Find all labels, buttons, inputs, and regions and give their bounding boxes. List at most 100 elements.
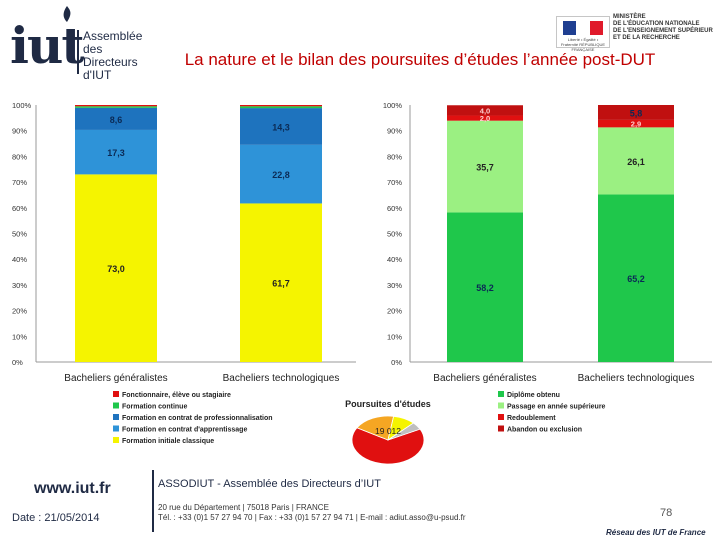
- chart0-legend-swatch: [113, 414, 119, 420]
- chart1-legend-label: Redoublement: [507, 415, 556, 422]
- chart1-bar-0-0: [447, 212, 523, 362]
- logo-line-3: d'IUT: [83, 68, 112, 82]
- chart1-bar-0-1: [447, 120, 523, 213]
- chart0-ytick: 90%: [12, 127, 27, 136]
- ministry-line-4: ET DE LA RECHERCHE: [613, 35, 680, 41]
- chart0-ytick: 10%: [12, 332, 27, 341]
- chart0-bar-1-0: [240, 203, 322, 362]
- chart1-ytick: 90%: [387, 127, 402, 136]
- chart0-ytick: 0%: [12, 358, 23, 367]
- chart1-legend-swatch: [498, 391, 504, 397]
- chart1-ytick: 60%: [387, 204, 402, 213]
- chart0-ytick: 100%: [12, 101, 32, 110]
- pie-title: Poursuites d'études: [345, 399, 431, 409]
- footer-date: Date : 21/05/2014: [12, 512, 100, 524]
- chart0-legend-label: Formation en contrat d'apprentissage: [122, 427, 247, 434]
- pie-total-label: 19 012: [375, 426, 401, 436]
- footer-address: 20 rue du Département | 75018 Paris | FR…: [158, 503, 466, 523]
- chart0-ytick: 30%: [12, 281, 27, 290]
- chart0-bar-1-3: [240, 106, 322, 109]
- ministry-line-2: DE L'ÉDUCATION NATIONALE: [613, 21, 700, 27]
- chart0-bar-0-0: [75, 174, 157, 362]
- footer-address-line-1: 20 rue du Département | 75018 Paris | FR…: [158, 503, 329, 512]
- ministry-line-1: MINISTÈRE: [613, 14, 646, 20]
- chart0-value-label: 8,6: [110, 115, 123, 125]
- chart1-value-label: 2,9: [631, 120, 641, 129]
- pie-slice-1: [356, 415, 395, 441]
- chart0-xtick: Bacheliers technologiques: [223, 373, 340, 384]
- chart1-xtick: Bacheliers technologiques: [578, 373, 695, 384]
- chart1-bar-0-3: [447, 105, 523, 116]
- marianne-caption: Liberté • Égalité • Fraternité RÉPUBLIQU…: [560, 37, 605, 52]
- logo-text: Assemblée des Directeurs d'IUT: [83, 30, 150, 82]
- chart0-legend-label: Fonctionnaire, élève ou stagiaire: [122, 392, 231, 399]
- french-flag-icon: [563, 21, 603, 35]
- chart1-value-label: 5,8: [630, 108, 643, 118]
- footer-site[interactable]: www.iut.fr: [34, 480, 111, 497]
- ministry-text: MINISTÈRE DE L'ÉDUCATION NATIONALE DE L'…: [613, 14, 713, 42]
- chart1-legend-label: Diplôme obtenu: [507, 392, 560, 399]
- chart1-ytick: 80%: [387, 152, 402, 161]
- chart1-bar-1-3: [598, 105, 674, 120]
- charts-canvas: 0% 10% 20% 30% 40% 50% 60% 70% 80% 90% 100% 73,0 17,…: [12, 101, 712, 465]
- chart1-ytick: 40%: [387, 255, 402, 264]
- chart0-legend-label: Formation continue: [122, 404, 187, 411]
- chart0-ytick: 70%: [12, 178, 27, 187]
- ministry-logo: Liberté • Égalité • Fraternité RÉPUBLIQU…: [556, 12, 718, 52]
- chart1-legend-swatch: [498, 402, 504, 409]
- chart1-legend-label: Passage en année supérieure: [507, 404, 606, 411]
- chart1-ytick: 0%: [391, 358, 402, 367]
- chart0-bar-0-1: [75, 129, 157, 175]
- chart0-bar-1-1: [240, 144, 322, 204]
- iut-logo: iut Assemblée des Directeurs d'IUT: [10, 2, 150, 84]
- chart0-ytick: 20%: [12, 307, 27, 316]
- chart0-xtick: Bacheliers généralistes: [64, 373, 167, 384]
- chart1-value-label: 65,2: [627, 274, 645, 284]
- chart0-legend-swatch: [113, 425, 119, 432]
- chart1-ytick: 30%: [387, 281, 402, 290]
- chart0-value-label: 61,7: [272, 279, 290, 289]
- chart0-value-label: 73,0: [107, 264, 125, 274]
- chart1-value-label: 58,2: [476, 283, 494, 293]
- chart1-xtick: Bacheliers généralistes: [433, 373, 536, 384]
- chart1-ytick: 70%: [387, 178, 402, 187]
- chart1-ytick: 100%: [383, 101, 403, 110]
- chart0-bar-0-3: [75, 106, 157, 108]
- chart1-value-label: 4,0: [480, 106, 490, 115]
- footer-divider: [152, 470, 154, 532]
- logo-flame-icon: [63, 6, 71, 22]
- chart1-bar-1-1: [598, 127, 674, 195]
- chart1-bar-1-0: [598, 194, 674, 362]
- pie-slice-0: [351, 427, 425, 465]
- chart0-legend-swatch: [113, 437, 119, 443]
- chart1-bar-0-2: [447, 115, 523, 121]
- footer-association: ASSODIUT - Assemblée des Directeurs d’IU…: [158, 478, 381, 490]
- chart0-value-label: 14,3: [272, 122, 290, 132]
- chart1-legend-label: Abandon ou exclusion: [507, 427, 582, 434]
- page-title: La nature et le bilan des poursuites d’é…: [184, 50, 656, 69]
- chart0-bar-1-4: [240, 105, 322, 107]
- chart1-bar-1-2: [598, 119, 674, 128]
- page-number: 78: [660, 507, 673, 519]
- logo-line-2: des Directeurs: [83, 42, 138, 69]
- chart0-ytick: 50%: [12, 230, 27, 239]
- chart0-legend-label: Formation initiale classique: [122, 438, 214, 445]
- ministry-line-3: DE L'ENSEIGNEMENT SUPÉRIEUR: [613, 28, 713, 34]
- marianne-logo: Liberté • Égalité • Fraternité RÉPUBLIQU…: [556, 16, 610, 52]
- chart0-value-label: 22,8: [272, 170, 290, 180]
- chart1-legend-swatch: [498, 414, 504, 420]
- chart0-bar-0-2: [75, 107, 157, 130]
- footer-brand: Réseau des IUT de France: [606, 528, 706, 537]
- logo-line-1: Assemblée: [83, 29, 143, 43]
- chart1-value-label: 2,0: [480, 114, 490, 123]
- chart0-ytick: 40%: [12, 255, 27, 264]
- chart0-legend-swatch: [113, 391, 119, 397]
- chart0-ytick: 80%: [12, 152, 27, 161]
- chart0-bar-1-2: [240, 108, 322, 145]
- chart1-ytick: 50%: [387, 230, 402, 239]
- footer-address-line-2: Tél. : +33 (0)1 57 27 94 70 | Fax : +33 …: [158, 513, 466, 522]
- chart0-legend-swatch: [113, 402, 119, 409]
- chart0-value-label: 17,3: [107, 148, 125, 158]
- logo-mark: iut: [10, 16, 84, 75]
- logo-divider: [77, 30, 79, 74]
